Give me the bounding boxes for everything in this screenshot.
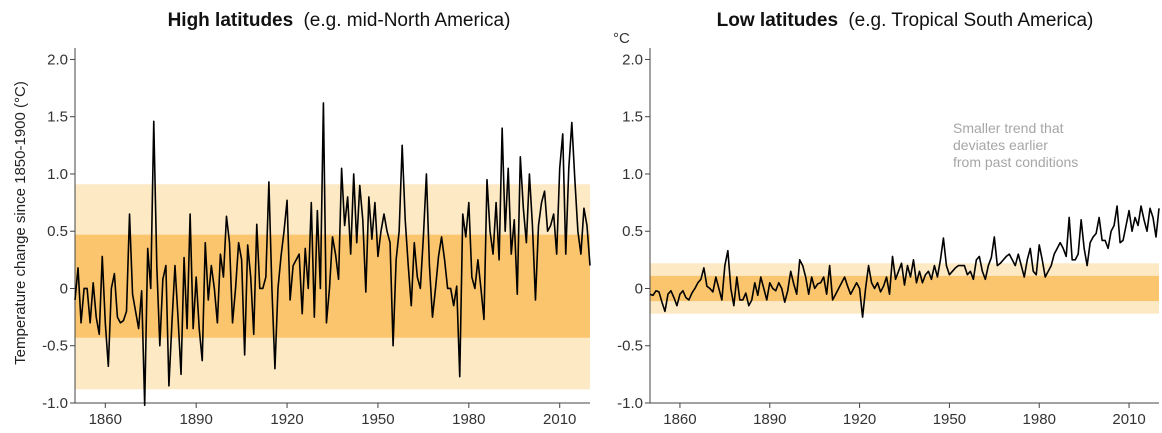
y-tick-label: 1.5 — [622, 109, 643, 126]
x-tick-label: 1950 — [933, 411, 966, 428]
annotation-line-2: deviates earlier — [953, 137, 1048, 153]
unit-label: °C — [613, 30, 630, 47]
plot-area: -1.0 -0.5 0 0.5 1.0 1.5 2.0 1860 1890 1920 1950 198… — [617, 48, 1160, 428]
x-tick-label: 2010 — [1112, 411, 1145, 428]
annotation-line-3: from past conditions — [953, 154, 1078, 170]
x-tick-label: 1920 — [843, 411, 876, 428]
y-tick-label: 0.5 — [622, 223, 643, 240]
chart-title-bold: High latitudes — [168, 10, 294, 31]
y-axis-label: Temperature change since 1850-1900 (°C) — [12, 81, 29, 365]
series-line — [649, 205, 1160, 318]
x-tick-label: 2010 — [543, 411, 576, 428]
x-tick-label: 1890 — [179, 411, 212, 428]
y-tick-label: 1.5 — [47, 109, 68, 126]
chart-title-rest: (e.g. mid-North America) — [303, 10, 510, 31]
plot-area: -1.0 -0.5 0 0.5 1.0 1.5 2.0 1860 1890 1920 1950 198… — [42, 48, 591, 428]
annotation-text: Smaller trend that deviates earlier from… — [953, 120, 1078, 170]
y-tick-label: 2.0 — [622, 51, 643, 68]
y-tick-label: 0 — [635, 280, 643, 297]
chart-title: High latitudes (e.g. mid-North America) — [168, 10, 511, 31]
chart-title-bold: Low latitudes — [717, 10, 838, 31]
y-tick-label: 1.0 — [47, 166, 68, 183]
y-tick-label: -1.0 — [617, 395, 643, 412]
x-tick-label: 1860 — [663, 411, 696, 428]
y-tick-label: 1.0 — [622, 166, 643, 183]
y-tick-label: 0.5 — [47, 223, 68, 240]
x-tick-label: 1980 — [452, 411, 485, 428]
x-tick-label: 1980 — [1023, 411, 1056, 428]
y-tick-label: 2.0 — [47, 51, 68, 68]
chart-title: Low latitudes (e.g. Tropical South Ameri… — [717, 10, 1094, 31]
x-tick-label: 1890 — [753, 411, 786, 428]
chart-low-latitudes: Low latitudes (e.g. Tropical South Ameri… — [613, 10, 1160, 428]
y-tick-label: -0.5 — [42, 338, 68, 355]
chart-high-latitudes: High latitudes (e.g. mid-North America) … — [12, 10, 591, 428]
chart-title-rest: (e.g. Tropical South America) — [848, 10, 1093, 31]
y-tick-label: -0.5 — [617, 338, 643, 355]
series-line — [74, 102, 591, 407]
x-tick-label: 1860 — [89, 411, 122, 428]
y-tick-label: 0 — [60, 280, 68, 297]
y-tick-label: -1.0 — [42, 395, 68, 412]
annotation-line-1: Smaller trend that — [953, 120, 1064, 136]
x-tick-label: 1950 — [361, 411, 394, 428]
x-tick-label: 1920 — [270, 411, 303, 428]
